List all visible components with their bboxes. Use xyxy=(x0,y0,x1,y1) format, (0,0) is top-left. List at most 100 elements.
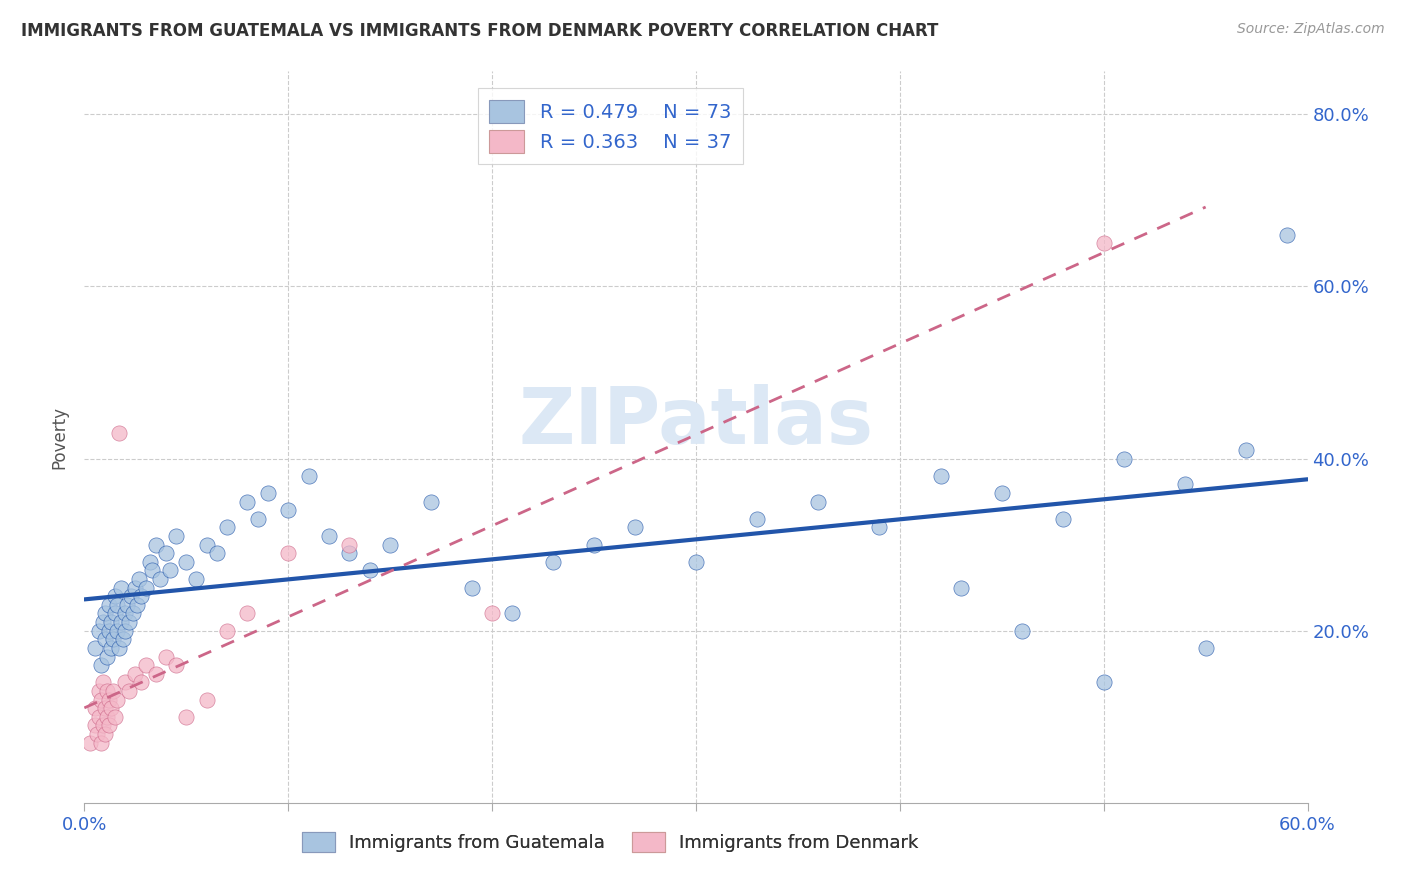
Y-axis label: Poverty: Poverty xyxy=(51,406,69,468)
Point xyxy=(114,624,136,638)
Point xyxy=(155,649,177,664)
Point xyxy=(257,486,280,500)
Point xyxy=(87,710,110,724)
Point xyxy=(135,581,157,595)
Point xyxy=(93,632,115,647)
Point xyxy=(138,555,160,569)
Point xyxy=(461,581,484,595)
Text: Source: ZipAtlas.com: Source: ZipAtlas.com xyxy=(1237,22,1385,37)
Point xyxy=(96,710,118,724)
Point xyxy=(174,710,197,724)
Point xyxy=(1092,675,1115,690)
Point xyxy=(195,692,218,706)
Point xyxy=(91,675,114,690)
Point xyxy=(105,598,128,612)
Point xyxy=(747,512,769,526)
Point xyxy=(807,494,830,508)
Point xyxy=(96,649,118,664)
Point xyxy=(127,598,149,612)
Point xyxy=(420,494,443,508)
Point xyxy=(1011,624,1033,638)
Point xyxy=(195,538,218,552)
Point xyxy=(624,520,647,534)
Point xyxy=(950,581,973,595)
Point xyxy=(145,538,167,552)
Point xyxy=(97,718,120,732)
Point xyxy=(122,607,145,621)
Point xyxy=(685,555,707,569)
Point xyxy=(481,607,503,621)
Point xyxy=(87,624,110,638)
Point xyxy=(1052,512,1074,526)
Point xyxy=(93,607,115,621)
Point xyxy=(100,701,122,715)
Point xyxy=(100,640,122,655)
Point xyxy=(114,607,136,621)
Point xyxy=(165,529,187,543)
Point xyxy=(131,589,153,603)
Point xyxy=(217,624,239,638)
Point xyxy=(165,658,187,673)
Point xyxy=(104,710,127,724)
Point xyxy=(236,607,259,621)
Point xyxy=(339,538,361,552)
Point xyxy=(100,615,122,629)
Point xyxy=(929,468,952,483)
Point xyxy=(277,546,299,560)
Point xyxy=(298,468,321,483)
Point xyxy=(96,684,118,698)
Point xyxy=(1236,442,1258,457)
Point xyxy=(101,632,124,647)
Point xyxy=(869,520,891,534)
Point xyxy=(1114,451,1136,466)
Point xyxy=(359,564,381,578)
Point xyxy=(135,658,157,673)
Point xyxy=(115,598,138,612)
Point xyxy=(91,615,114,629)
Point xyxy=(97,598,120,612)
Point xyxy=(91,718,114,732)
Point xyxy=(124,666,146,681)
Point xyxy=(86,727,108,741)
Point xyxy=(543,555,565,569)
Point xyxy=(79,735,101,749)
Point xyxy=(87,684,110,698)
Point xyxy=(105,692,128,706)
Point xyxy=(1174,477,1197,491)
Point xyxy=(108,640,131,655)
Point xyxy=(141,564,163,578)
Point xyxy=(97,692,120,706)
Point xyxy=(236,494,259,508)
Point xyxy=(105,624,128,638)
Point xyxy=(104,589,127,603)
Point xyxy=(90,658,112,673)
Text: IMMIGRANTS FROM GUATEMALA VS IMMIGRANTS FROM DENMARK POVERTY CORRELATION CHART: IMMIGRANTS FROM GUATEMALA VS IMMIGRANTS … xyxy=(21,22,938,40)
Point xyxy=(186,572,208,586)
Point xyxy=(159,564,181,578)
Point xyxy=(110,615,132,629)
Point xyxy=(90,692,112,706)
Point xyxy=(128,572,150,586)
Point xyxy=(217,520,239,534)
Legend: Immigrants from Guatemala, Immigrants from Denmark: Immigrants from Guatemala, Immigrants fr… xyxy=(295,824,925,860)
Point xyxy=(277,503,299,517)
Point xyxy=(502,607,524,621)
Point xyxy=(97,624,120,638)
Point xyxy=(246,512,269,526)
Point xyxy=(155,546,177,560)
Point xyxy=(118,684,141,698)
Point xyxy=(205,546,228,560)
Point xyxy=(124,581,146,595)
Point xyxy=(583,538,606,552)
Point xyxy=(83,640,105,655)
Point xyxy=(90,735,112,749)
Point xyxy=(118,615,141,629)
Point xyxy=(93,701,115,715)
Point xyxy=(991,486,1014,500)
Point xyxy=(110,581,132,595)
Text: ZIPatlas: ZIPatlas xyxy=(519,384,873,460)
Point xyxy=(108,425,131,440)
Point xyxy=(114,675,136,690)
Point xyxy=(83,718,105,732)
Point xyxy=(1092,236,1115,251)
